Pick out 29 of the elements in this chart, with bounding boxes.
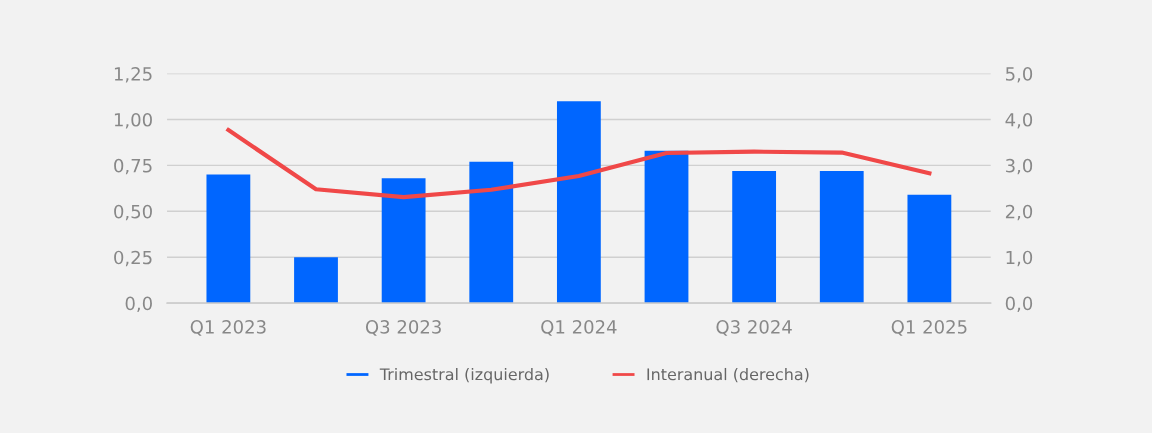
y-tick-label: 1,25 [114, 67, 152, 83]
legend-label: Trimestral (izquierda) [379, 367, 549, 384]
y-tick-label: 0,75 [114, 158, 152, 175]
line-series [226, 127, 932, 200]
y-tick-label: 0,50 [114, 204, 152, 221]
bar [907, 194, 952, 304]
y2-tick-label: 3,0 [1005, 158, 1033, 175]
bar [732, 170, 777, 304]
bar [294, 257, 338, 304]
bar [469, 161, 514, 304]
bar [644, 150, 689, 304]
x-tick-label: Q1 2025 [891, 320, 967, 336]
x-tick-label: Q1 2023 [190, 320, 266, 336]
bar [381, 178, 426, 304]
x-tick-label: Q3 2024 [716, 320, 792, 336]
y2-tick-label: 4,0 [1005, 112, 1033, 129]
bar [206, 174, 251, 304]
y2-tick-label: 5,0 [1006, 67, 1033, 83]
y-tick-label: 1,00 [114, 112, 152, 129]
y2-tick-label: 0,0 [1005, 296, 1033, 313]
bar [819, 170, 864, 304]
y-tick-label: 0,0 [125, 296, 152, 313]
legend-label: Interanual (derecha) [647, 367, 809, 383]
y2-tick-label: 2,0 [1005, 204, 1033, 221]
bar [556, 101, 601, 304]
y2-tick-label: 1,0 [1006, 250, 1033, 267]
x-tick-label: Q1 2024 [541, 320, 617, 336]
y-tick-label: 0,25 [114, 250, 152, 267]
x-tick-label: Q3 2023 [365, 320, 441, 336]
